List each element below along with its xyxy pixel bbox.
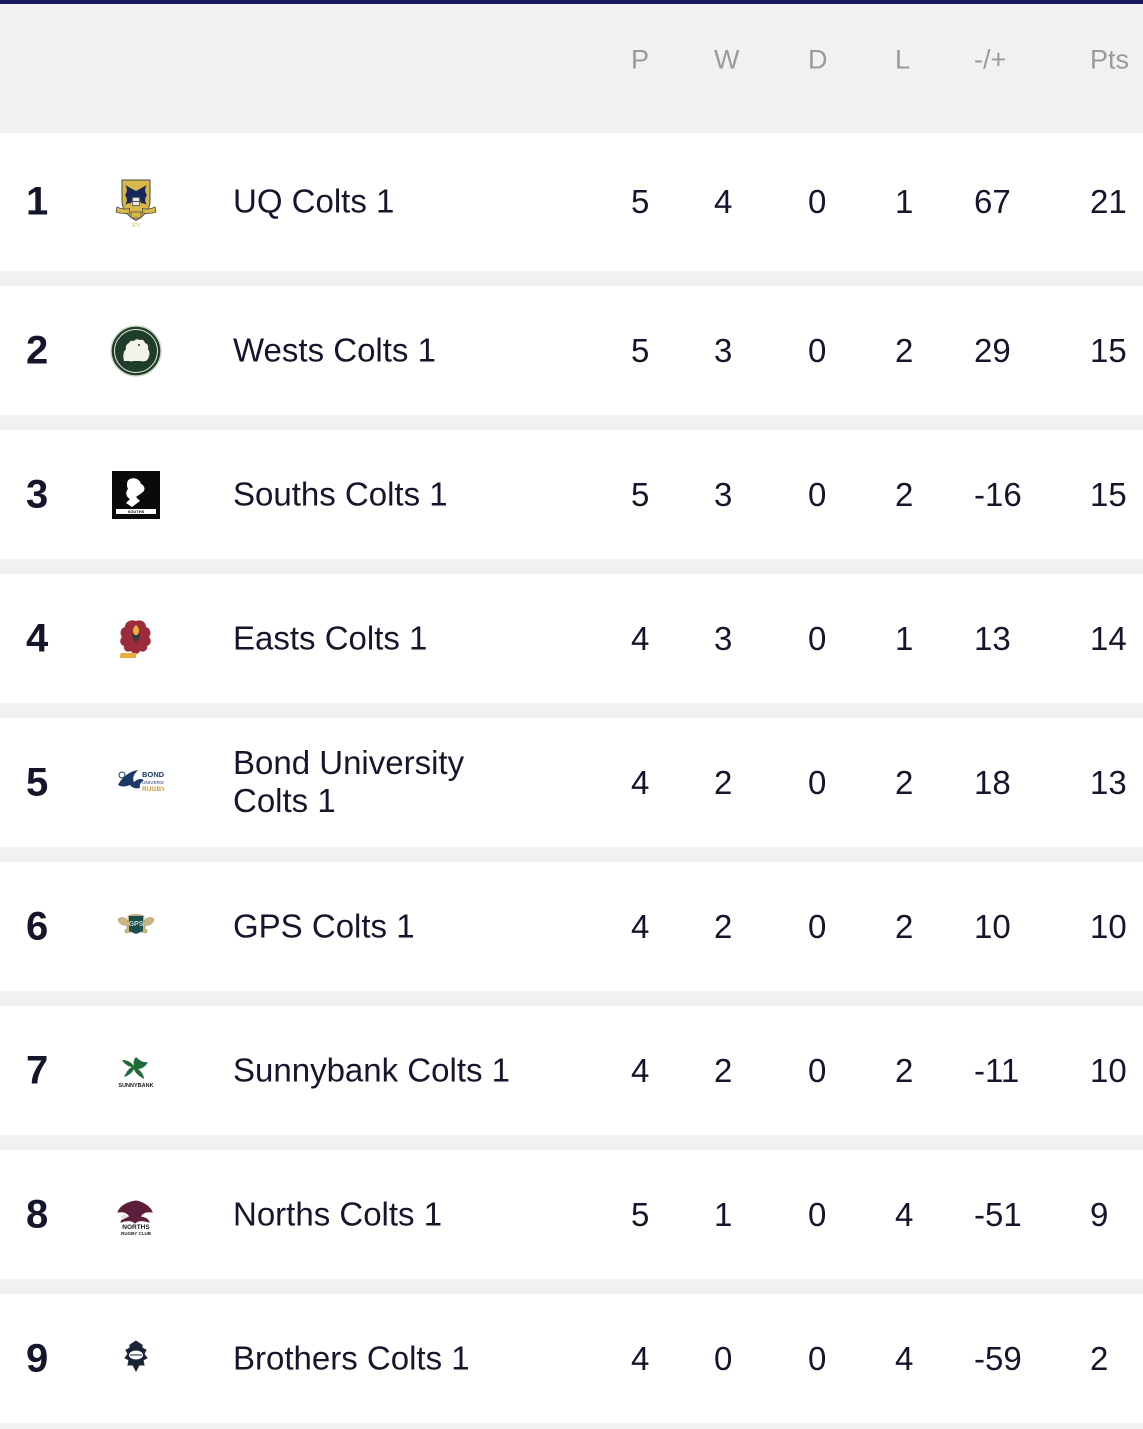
svg-text:NORTHS: NORTHS: [122, 1224, 150, 1231]
svg-text:SOUTHS: SOUTHS: [128, 509, 145, 514]
svg-text:RUGBY: RUGBY: [142, 786, 164, 793]
svg-text:RUGBY CLUB: RUGBY CLUB: [121, 1231, 152, 1236]
svg-text:GPS: GPS: [129, 921, 144, 928]
svg-text:XV: XV: [131, 222, 141, 229]
svg-text:SUNNYBANK: SUNNYBANK: [118, 1083, 153, 1089]
svg-text:BOND: BOND: [142, 770, 164, 779]
